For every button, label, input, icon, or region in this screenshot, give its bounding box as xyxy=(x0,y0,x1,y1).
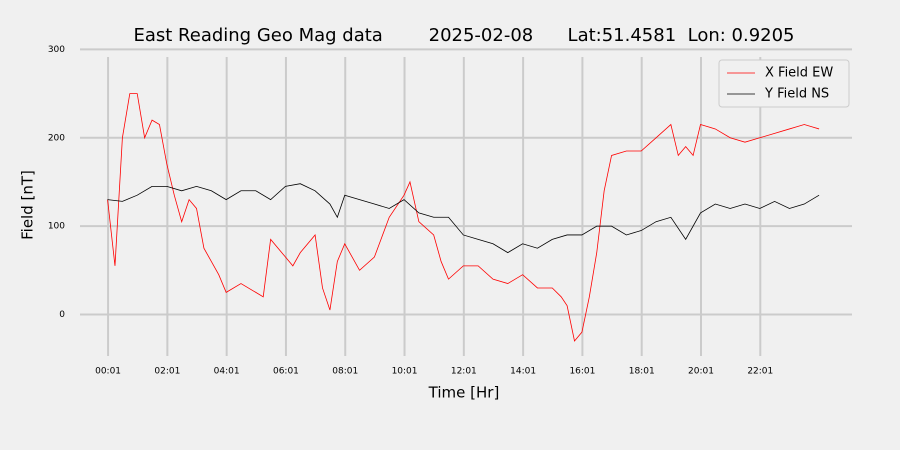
legend-box xyxy=(718,59,850,108)
x-tick-label: 04:01 xyxy=(214,367,240,377)
x-tick-label: 02:01 xyxy=(154,367,180,377)
x-tick-label: 06:01 xyxy=(273,367,299,377)
y-axis-label: Field [nT] xyxy=(19,170,37,240)
x-tick-label: 08:01 xyxy=(332,367,358,377)
chart-title: East Reading Geo Mag data 2025-02-08 Lat… xyxy=(133,25,794,46)
y-tick-label: 200 xyxy=(48,133,65,143)
data-line xyxy=(107,93,820,342)
x-tick-label: 20:01 xyxy=(688,367,714,377)
x-tick-label: 22:01 xyxy=(747,367,773,377)
x-tick-label: 18:01 xyxy=(629,367,655,377)
legend-label: Y Field NS xyxy=(764,87,829,102)
y-tick-label: 0 xyxy=(59,310,65,320)
x-tick-label: 00:01 xyxy=(95,367,121,377)
legend-label: X Field EW xyxy=(765,66,833,81)
y-tick-label: 300 xyxy=(48,45,65,55)
x-axis-label: Time [Hr] xyxy=(428,384,500,402)
x-tick-label: 10:01 xyxy=(392,367,418,377)
data-line xyxy=(107,183,820,254)
x-tick-label: 12:01 xyxy=(451,367,477,377)
x-tick-label: 16:01 xyxy=(569,367,595,377)
x-tick-label: 14:01 xyxy=(510,367,536,377)
y-tick-label: 100 xyxy=(48,222,65,232)
